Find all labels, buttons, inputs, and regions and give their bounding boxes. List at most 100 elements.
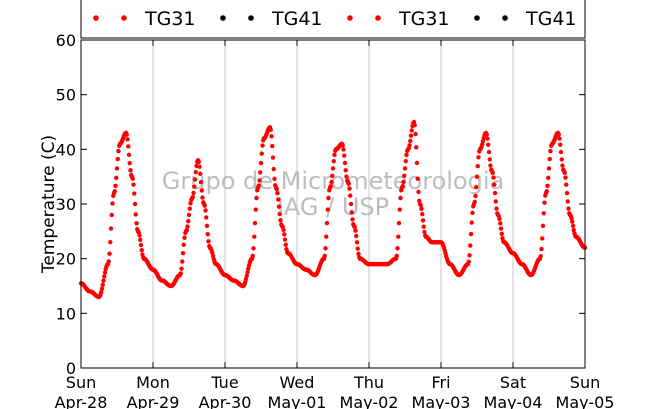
data-point [474, 184, 479, 190]
data-point [344, 174, 349, 179]
data-point [541, 211, 546, 216]
data-point [486, 142, 491, 147]
data-point [419, 206, 424, 211]
data-point [352, 224, 357, 230]
data-point [192, 177, 198, 182]
data-point [197, 164, 202, 169]
data-point [420, 218, 426, 223]
data-point [422, 229, 427, 235]
x-tick-label-day: Sun [66, 373, 96, 392]
data-point [244, 273, 249, 279]
data-point [182, 235, 187, 240]
data-point [566, 206, 571, 211]
data-point [102, 274, 107, 279]
data-point [472, 199, 477, 205]
data-point [246, 266, 251, 271]
x-tick-label-date: May-02 [340, 393, 399, 409]
data-point [330, 173, 335, 178]
data-point [138, 242, 144, 248]
data-point [493, 199, 498, 204]
data-point [415, 176, 420, 181]
data-point [468, 231, 474, 237]
data-point [198, 179, 204, 185]
data-point [268, 127, 273, 132]
data-point [398, 195, 403, 201]
data-point [470, 210, 475, 216]
data-point [270, 155, 276, 160]
legend-label-tg31-b: TG31 [398, 8, 450, 30]
data-point [412, 122, 417, 128]
legend-marker-2b [375, 15, 381, 21]
data-point [186, 212, 192, 218]
data-point [134, 221, 139, 226]
data-point [330, 166, 336, 171]
data-point [278, 218, 283, 223]
data-point [413, 131, 418, 137]
data-point [190, 194, 195, 200]
data-point [565, 199, 570, 204]
x-tick-label-day: Wed [280, 373, 315, 392]
legend-marker-0b [121, 15, 127, 21]
x-tick-label-day: Thu [353, 373, 384, 392]
data-point [269, 134, 274, 139]
data-point [469, 220, 474, 225]
data-point [485, 136, 490, 141]
data-point [571, 227, 576, 233]
data-point [113, 183, 118, 189]
data-point [342, 153, 347, 158]
data-point [473, 193, 478, 199]
y-tick-label: 20 [56, 250, 76, 269]
data-point [486, 149, 492, 155]
data-point [99, 286, 105, 291]
y-axis: 0 10 20 30 40 50 60 [56, 31, 585, 378]
data-point [187, 206, 192, 211]
data-point [274, 186, 279, 192]
data-point [179, 266, 184, 271]
data-point [191, 190, 196, 196]
data-point [100, 282, 105, 287]
legend-label-tg31-a: TG31 [144, 8, 196, 30]
data-point [331, 158, 336, 164]
data-point [138, 237, 143, 242]
data-point [253, 207, 258, 212]
data-point [324, 234, 329, 239]
data-point [114, 166, 120, 171]
data-point [476, 155, 481, 160]
x-tick-label-day: Mon [136, 373, 170, 392]
data-point [108, 240, 113, 245]
data-point [498, 226, 504, 231]
data-point [250, 253, 255, 259]
x-tick-label-day: Sat [500, 373, 526, 392]
data-point [546, 166, 552, 171]
data-point [133, 212, 138, 217]
data-point [326, 195, 331, 201]
data-point [414, 160, 420, 166]
data-point [106, 259, 111, 264]
y-tick-label: 40 [56, 140, 76, 159]
data-point [354, 240, 360, 245]
x-tick-label-date: Apr-28 [55, 393, 108, 409]
data-point [484, 132, 489, 137]
legend-marker-1b [248, 15, 254, 21]
data-point [490, 170, 495, 176]
data-points [78, 119, 588, 300]
data-point [328, 183, 333, 189]
legend-marker-3b [502, 15, 508, 21]
data-point [180, 259, 185, 264]
data-point [204, 223, 210, 229]
data-point [402, 173, 407, 178]
data-point [348, 193, 353, 198]
data-point [272, 176, 277, 181]
data-point [257, 178, 262, 183]
data-point [342, 160, 348, 166]
data-point [110, 201, 115, 206]
data-point [102, 270, 108, 275]
x-tick-label-day: Tue [210, 373, 238, 392]
y-axis-label: Temperature (C) [39, 135, 59, 274]
data-point [540, 223, 546, 229]
x-tick-label-day: Sun [570, 373, 600, 392]
data-point [180, 251, 186, 256]
data-point [494, 206, 499, 211]
data-point [557, 136, 562, 141]
data-point [185, 224, 190, 229]
